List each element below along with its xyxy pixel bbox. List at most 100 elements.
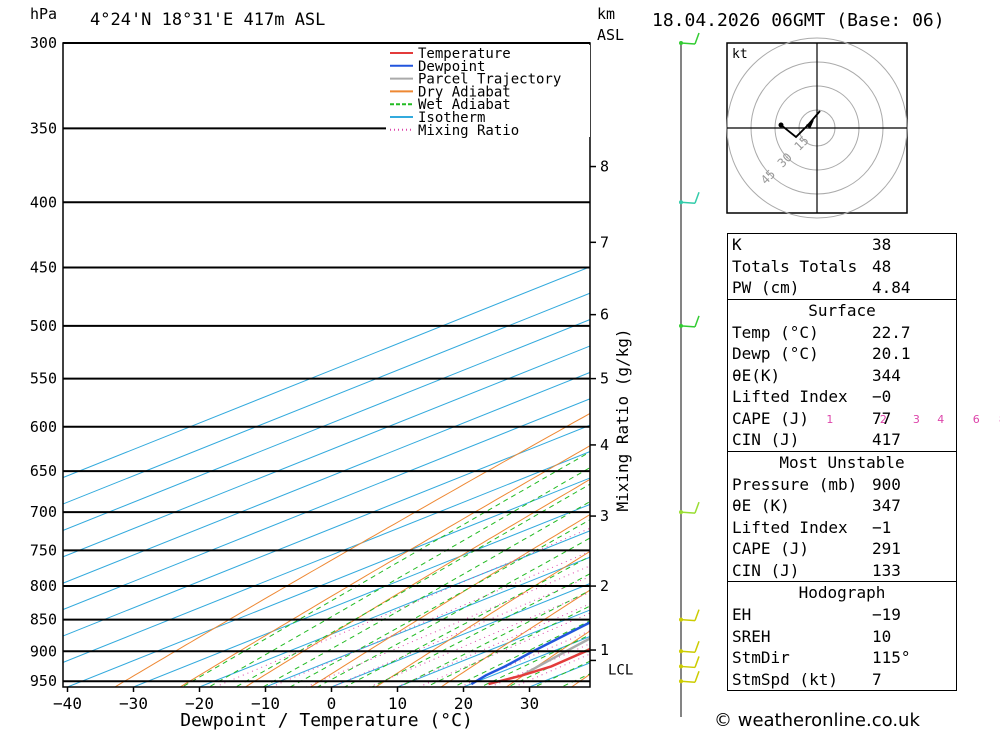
- wet-adiabat-line: [316, 537, 590, 687]
- hodograph-point: [778, 122, 784, 128]
- dry-adiabat-line: [963, 43, 1000, 687]
- surface-label: CAPE (J): [732, 408, 810, 428]
- most-unstable-label: Pressure (mb): [732, 474, 858, 494]
- pressure-tick-label: 550: [30, 370, 57, 388]
- wet-adiabat-line: [398, 589, 590, 687]
- most-unstable-row: Lifted Index −1: [728, 517, 956, 539]
- pressure-tick-label: 650: [30, 462, 57, 480]
- most-unstable-value: 291: [872, 539, 901, 558]
- wind-barb-feather: [694, 315, 700, 328]
- surface-value: 20.1: [872, 344, 911, 363]
- index-value: 48: [872, 256, 892, 276]
- hodograph-label: StmSpd (kt): [732, 669, 838, 689]
- storm-motion-marker: [806, 120, 814, 129]
- wind-barb-feather: [694, 609, 700, 621]
- isotherm-line: [63, 424, 590, 637]
- temperature-line: [488, 647, 590, 686]
- hodograph-row: SREH 10: [728, 626, 956, 648]
- hodograph-value: 10: [872, 626, 892, 646]
- wind-barb-shaft: [680, 511, 696, 514]
- temperature-tick-label: −30: [119, 694, 148, 713]
- indices-table: K 38 Totals Totals 48 PW (cm) 4.84 Surface Te…: [727, 233, 957, 691]
- legend-label: Dewpoint: [418, 59, 485, 75]
- most-unstable-value: 900: [872, 474, 901, 494]
- hodograph-title: Hodograph: [798, 583, 886, 602]
- asl-unit-label: ASL: [597, 26, 625, 44]
- datetime-title: 18.04.2026 06GMT (Base: 06): [652, 10, 945, 31]
- km-tick-label: 3: [600, 507, 609, 525]
- isotherm-line: [63, 292, 590, 505]
- parcel-trajectory-line: [521, 637, 590, 677]
- surface-row: Temp (°C) 22.7: [728, 322, 956, 344]
- wind-barb: [679, 670, 700, 684]
- legend-label: Temperature: [418, 46, 511, 62]
- index-value: 4.84: [872, 278, 911, 297]
- index-row: Totals Totals 48: [728, 256, 956, 278]
- mixing-ratio-label: 8: [999, 413, 1000, 426]
- isotherm-line: [67, 477, 590, 687]
- temperature-tick-label: −10: [251, 694, 280, 713]
- km-tick-label: 4: [600, 436, 609, 454]
- surface-row: CIN (J) 417: [728, 429, 956, 451]
- surface-label: Temp (°C): [732, 322, 819, 342]
- plot-frame: [62, 42, 591, 688]
- index-value: 38: [872, 235, 892, 254]
- hodograph-value: 115°: [872, 648, 911, 667]
- wet-adiabat-line: [181, 451, 590, 687]
- legend-label: Parcel Trajectory: [418, 72, 561, 88]
- surface-value: −0: [872, 387, 892, 406]
- wind-barb-shaft: [680, 201, 696, 205]
- isotherm-line: [265, 556, 590, 687]
- pressure-tick-label: 350: [30, 119, 57, 137]
- legend-label: Mixing Ratio: [418, 123, 519, 139]
- surface-label: θE(K): [732, 365, 781, 385]
- surface-label: Dewp (°C): [732, 344, 819, 363]
- pressure-tick-label: 400: [30, 193, 57, 211]
- surface-row: θE(K) 344: [728, 365, 956, 387]
- pressure-tick-label: 950: [30, 672, 57, 690]
- wind-barb-shaft: [680, 665, 696, 669]
- wind-barb-shaft: [680, 42, 696, 45]
- km-tick-label: 7: [600, 233, 609, 251]
- pressure-tick-label: 450: [30, 258, 57, 276]
- km-tick-label: 5: [600, 370, 609, 388]
- hodograph-value: 7: [872, 669, 882, 689]
- surface-value: 77: [872, 408, 892, 428]
- wind-barb-shaft: [680, 325, 696, 328]
- km-tick-label: 1: [600, 641, 609, 659]
- surface-label: CIN (J): [732, 430, 800, 449]
- isotherm-line: [199, 530, 590, 687]
- wind-barb-feather: [694, 641, 700, 653]
- wind-barb: [679, 32, 700, 45]
- most-unstable-label: θE (K): [732, 496, 790, 515]
- hodograph-unit-label: kt: [732, 47, 748, 62]
- pressure-tick-label: 300: [30, 34, 57, 52]
- km-tick-label: 8: [600, 158, 609, 176]
- km-tick-label: 2: [600, 577, 609, 595]
- temperature-tick-label: −20: [185, 694, 214, 713]
- index-label: K: [732, 235, 742, 254]
- wind-barb: [679, 315, 700, 328]
- most-unstable-row: θE (K) 347: [728, 495, 956, 517]
- temperature-tick-label: −40: [53, 694, 82, 713]
- wind-barb: [679, 501, 700, 515]
- hodograph-label: EH: [732, 605, 752, 624]
- surface-label: Lifted Index: [732, 387, 848, 406]
- isotherm-line: [63, 345, 590, 558]
- pressure-tick-label: 850: [30, 611, 57, 629]
- surface-row: Lifted Index −0: [728, 386, 956, 408]
- isotherm-line: [63, 451, 590, 663]
- wind-barb-feather: [694, 656, 700, 668]
- legend-label: Wet Adiabat: [418, 97, 511, 113]
- pressure-tick-label: 800: [30, 577, 57, 595]
- wet-adiabat-line: [289, 519, 590, 687]
- temperature-tick-label: 20: [454, 694, 473, 713]
- pressure-tick-label: 900: [30, 642, 57, 660]
- surface-value: 344: [872, 365, 901, 385]
- surface-value: 417: [872, 430, 901, 449]
- wind-barb-feather: [694, 501, 700, 514]
- mixing-ratio-label: 6: [973, 413, 980, 426]
- copyright-watermark: © weatheronline.co.uk: [714, 710, 920, 731]
